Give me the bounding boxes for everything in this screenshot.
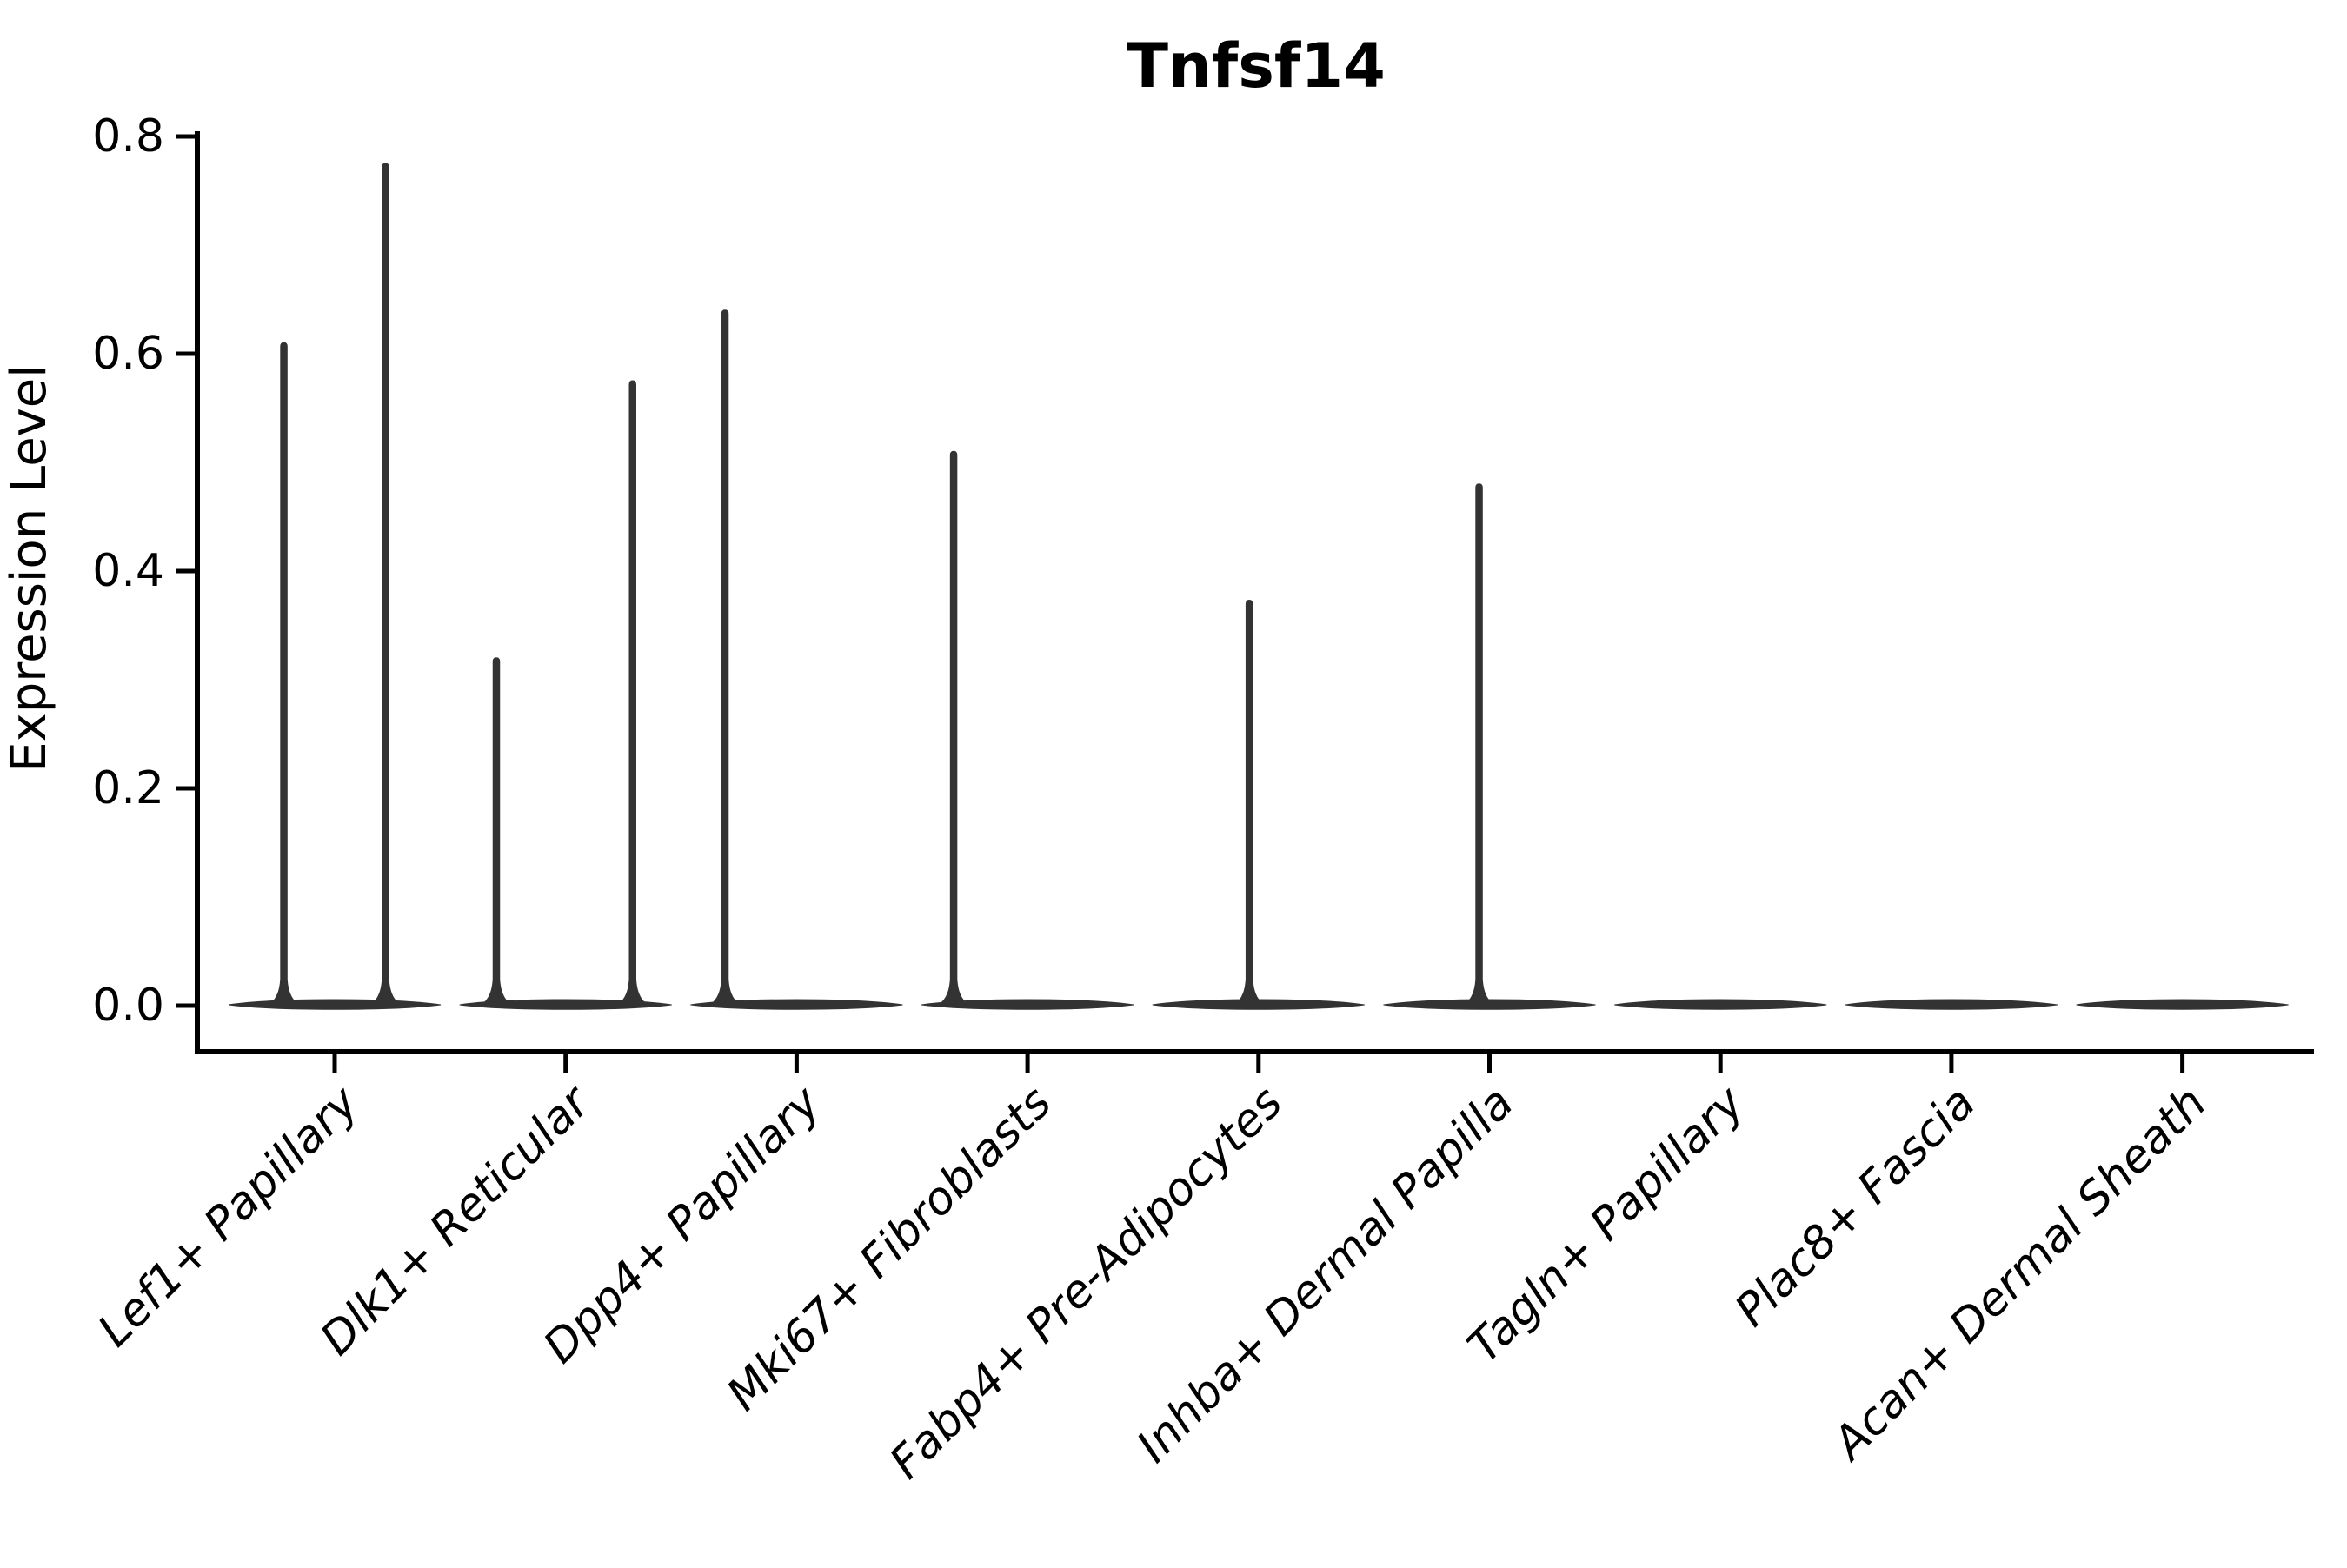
violin-base [1614, 999, 1827, 1010]
axes-layer [176, 131, 2314, 1073]
violin-spike [617, 380, 648, 1006]
violin-base [1845, 999, 2058, 1010]
violin-spike [1463, 483, 1495, 1006]
violin-spike [481, 657, 512, 1006]
x-tick-label: Inhba+ Dermal Papilla [1127, 1077, 1524, 1473]
y-tick-label: 0.6 [92, 328, 164, 380]
violin-spike [709, 309, 741, 1006]
y-axis-label: Expression Level [1, 364, 57, 773]
violin-base [228, 999, 442, 1010]
violin-layer [228, 163, 2289, 1010]
chart-title: Tnfsf14 [1127, 30, 1386, 102]
violin-spike [938, 450, 969, 1006]
violin-spike [369, 163, 402, 1006]
violin-base [921, 999, 1134, 1010]
violin-base [690, 999, 903, 1010]
y-tick-label: 0.0 [92, 980, 164, 1032]
x-tick-label: Plac8+ Fascia [1725, 1077, 1985, 1337]
violin-base [2076, 999, 2289, 1010]
violin-spike [1233, 600, 1265, 1006]
y-tick-label: 0.2 [92, 762, 164, 814]
y-tick-label: 0.8 [92, 110, 164, 163]
x-tick-label: Acan+ Dermal Sheath [1822, 1077, 2217, 1472]
y-tick-label: 0.4 [92, 545, 164, 597]
x-tick-label: Fabp4+ Pre-Adipocytes [880, 1077, 1293, 1490]
violin-spike [268, 342, 300, 1006]
violin-base [459, 999, 672, 1010]
